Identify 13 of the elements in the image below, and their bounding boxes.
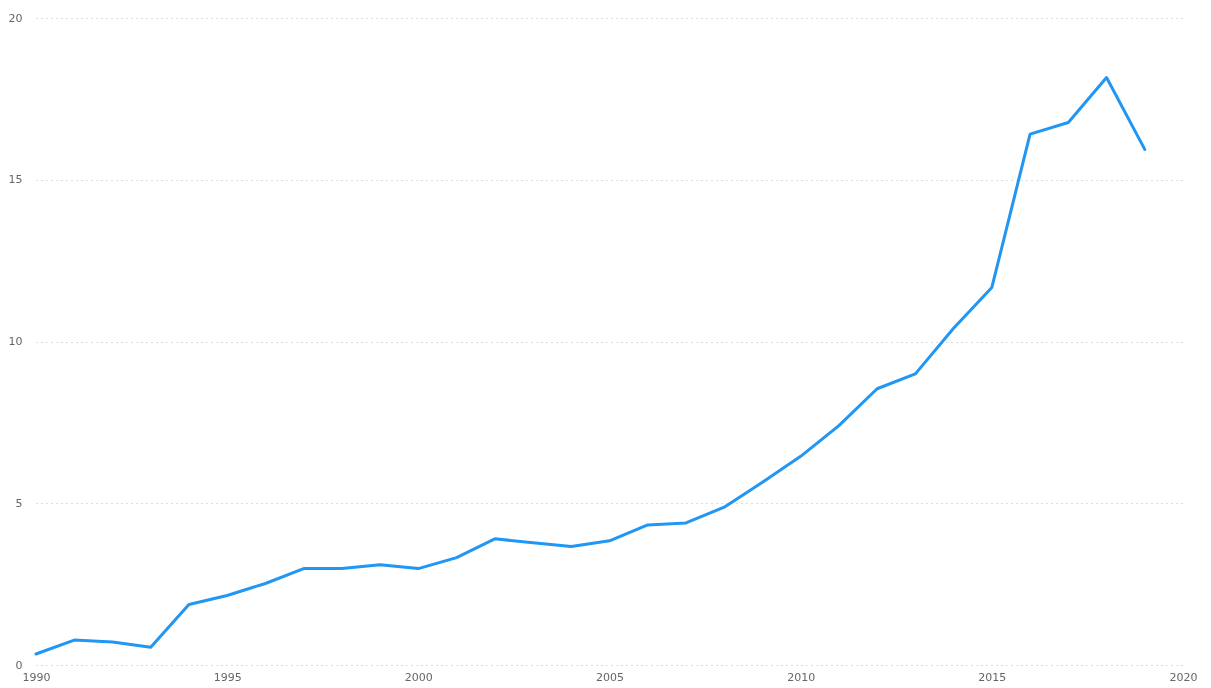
- x-tick-label: 2005: [596, 670, 624, 684]
- x-tick-label: 2000: [404, 670, 433, 684]
- y-tick-label: 10: [8, 335, 23, 348]
- x-tick-label: 1990: [22, 670, 51, 684]
- x-tick-label: 2020: [1169, 670, 1198, 684]
- line-series: [34, 76, 1147, 656]
- y-tick-label: 0: [15, 658, 23, 672]
- x-tick-label: 2010: [787, 670, 816, 684]
- y-tick-label: 5: [15, 496, 23, 510]
- y-tick-label: 15: [8, 173, 23, 187]
- y-tick-label: 20: [8, 11, 23, 25]
- x-tick-label: 1995: [213, 670, 242, 684]
- x-tick-label: 2015: [978, 670, 1007, 684]
